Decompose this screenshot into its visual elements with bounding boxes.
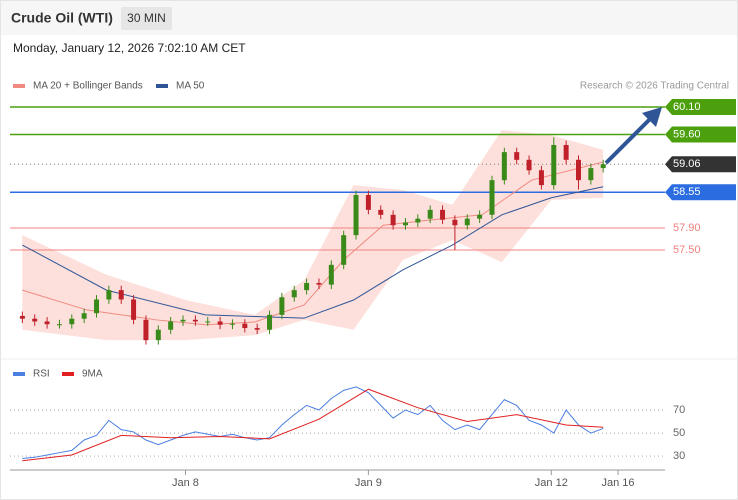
candle-body (44, 321, 50, 325)
candle-body (551, 144, 557, 186)
candle-body (353, 195, 359, 236)
level-tag (665, 156, 736, 173)
legend-label: 9MA (82, 369, 103, 380)
candle-body (242, 323, 248, 329)
candle-body (514, 152, 520, 160)
candle-body (192, 319, 198, 322)
legend-label: MA 20 + Bollinger Bands (33, 81, 143, 92)
x-tick-label: Jan 8 (172, 477, 199, 489)
level-label: 59.60 (673, 128, 701, 140)
candle-body (477, 214, 483, 219)
candle-body (217, 321, 223, 325)
candle-body (440, 209, 446, 220)
candle-body (56, 324, 62, 326)
candle-body (32, 318, 38, 322)
candle-body (267, 314, 273, 330)
candle-body (118, 290, 124, 300)
legend-label: MA 50 (176, 81, 205, 92)
candle-body (328, 264, 334, 285)
forecast-arrow (604, 115, 654, 165)
level-tag (665, 99, 736, 116)
candle-body (489, 180, 495, 215)
y-tick-label: 30 (673, 450, 685, 462)
legend-swatch (156, 84, 168, 88)
legend-label: RSI (33, 369, 50, 380)
candle-body (538, 170, 544, 186)
x-tick-label: Jan 9 (355, 477, 382, 489)
candle-body (143, 319, 149, 341)
candle-body (588, 168, 594, 181)
legend-swatch (13, 372, 25, 376)
candle-body (563, 144, 569, 160)
candle-body (378, 209, 384, 215)
title: Crude Oil (WTI) (11, 10, 113, 26)
credit: Research © 2026 Trading Central (580, 81, 729, 92)
interval-badge[interactable] (121, 7, 172, 30)
level-label: 58.55 (673, 186, 701, 198)
candle-body (69, 318, 75, 325)
candle-body (94, 299, 100, 314)
rsi-line (22, 386, 604, 459)
candle-body (575, 159, 581, 181)
candle-body (168, 321, 174, 330)
rsi-line (22, 388, 604, 462)
candle-body (316, 282, 322, 285)
candle-body (229, 323, 235, 325)
candle-body (464, 218, 470, 226)
forecast-arrow-head (642, 107, 662, 127)
timestamp: Monday, January 12, 2026 7:02:10 AM CET (13, 41, 246, 55)
level-label: 57.50 (673, 244, 701, 256)
candle-body (452, 219, 458, 226)
candle-body (254, 328, 260, 330)
candle-body (205, 321, 211, 323)
candle-body (526, 159, 532, 171)
price-panel: MA 20 + Bollinger Bands MA 50 60.10 59.60 59… (10, 81, 736, 345)
ma-line (22, 186, 604, 319)
y-tick-label: 70 (673, 404, 685, 416)
candle-body (81, 313, 87, 319)
candle-body (501, 152, 507, 181)
candle-body (106, 290, 112, 300)
candle-body (341, 235, 347, 265)
rsi-panel: 70 50 30 RSI 9MA Jan 8 Jan 9 Jan 12 Jan 16 (10, 369, 685, 489)
candle-body (415, 218, 421, 223)
candle-body (600, 164, 606, 169)
candle-body (131, 299, 137, 320)
legend-swatch (13, 84, 25, 88)
x-tick-label: Jan 16 (602, 477, 635, 489)
candle-body (390, 214, 396, 226)
level-label: 59.06 (673, 158, 701, 170)
x-tick-label: Jan 12 (535, 477, 568, 489)
level-tag (665, 184, 736, 201)
candle-body (155, 329, 161, 341)
candle-body (291, 290, 297, 298)
legend-swatch (62, 372, 74, 376)
y-tick-label: 50 (673, 427, 685, 439)
candle-body (427, 209, 433, 219)
level-label: 60.10 (673, 101, 701, 113)
candle-body (279, 297, 285, 315)
interval[interactable]: 30 MIN (127, 11, 166, 25)
candle-body (304, 282, 310, 291)
candle-body (19, 315, 25, 319)
candle-body (365, 195, 371, 210)
level-tag (665, 126, 736, 143)
candle-body (180, 319, 186, 322)
level-label: 57.90 (673, 222, 701, 234)
bollinger-band (22, 130, 604, 341)
candle-body (402, 222, 408, 226)
